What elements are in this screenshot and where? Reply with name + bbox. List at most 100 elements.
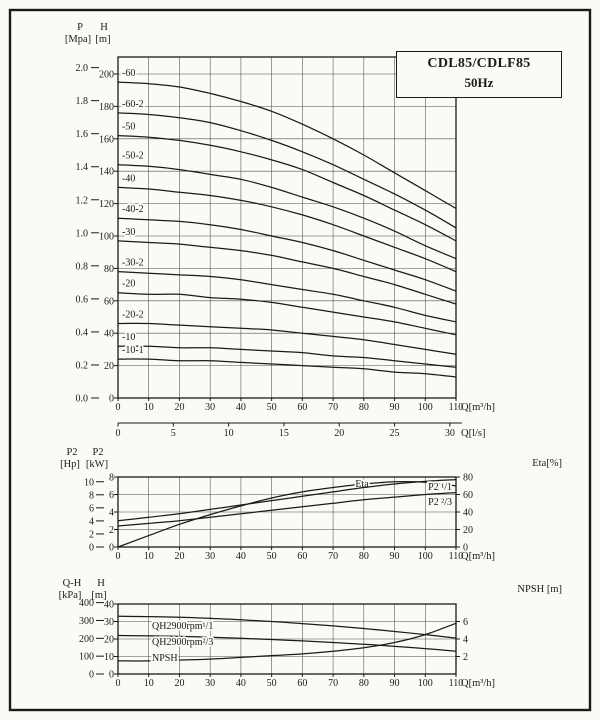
x-tick: 10 — [144, 402, 154, 413]
x-tick: 80 — [359, 551, 369, 562]
curve-label: -40 — [122, 173, 135, 184]
y-tick-secondary: 1.8 — [76, 96, 89, 107]
y-tick-secondary: 6 — [89, 503, 94, 514]
chart-npsh: 0 10 20 30 40 50 60 70 80 90 100 110Q[m³/h]01020304… — [59, 578, 562, 689]
page-frame — [8, 8, 592, 712]
series--30 — [117, 240, 457, 305]
x2-tick: 25 — [390, 428, 400, 439]
curve-label: -50-2 — [122, 151, 144, 162]
x-tick: 70 — [328, 402, 338, 413]
y-tick-right: 2 — [463, 652, 468, 663]
curve-label: -10-1 — [122, 345, 144, 356]
x-tick: 80 — [359, 402, 369, 413]
y-tick-secondary: 1.0 — [76, 228, 89, 239]
y-tick-primary: 2 — [109, 525, 114, 536]
axis-header: [kW] — [86, 459, 108, 470]
curve-label: -50 — [122, 122, 135, 133]
x-tick: 60 — [297, 551, 307, 562]
right-axis-header: Eta[%] — [532, 458, 562, 469]
axis-header: [m] — [95, 34, 110, 45]
y-tick-primary: 60 — [104, 296, 114, 307]
x-axis-label: Q[m³/h] — [461, 678, 495, 689]
axis-header: [Hp] — [60, 459, 80, 470]
series-QH2900rpm²/3 — [117, 634, 457, 652]
series--10 — [117, 345, 457, 368]
model-name: CDL85/CDLF85 — [427, 56, 531, 71]
y-tick-primary: 200 — [99, 70, 114, 81]
y-tick-secondary: 0.0 — [76, 394, 89, 405]
y-tick-secondary: 0 — [89, 543, 94, 554]
curve-label: NPSH — [152, 653, 178, 664]
y-tick-primary: 100 — [99, 232, 114, 243]
series--60 — [117, 81, 457, 210]
y-tick-right: 40 — [463, 508, 473, 519]
y-tick-primary: 0 — [109, 394, 114, 405]
y-tick-primary: 140 — [99, 167, 114, 178]
x-tick: 110 — [449, 402, 464, 413]
x-tick: 90 — [390, 678, 400, 689]
y-tick-right: 6 — [463, 617, 468, 628]
axis-header: P2 — [66, 447, 77, 458]
y-tick-secondary: 1.6 — [76, 129, 89, 140]
y-tick-secondary: 200 — [79, 634, 94, 645]
x2-tick: 0 — [116, 428, 121, 439]
curve-label: P2 ¹/1 — [428, 482, 452, 493]
x-tick: 90 — [390, 402, 400, 413]
y-tick-primary: 160 — [99, 134, 114, 145]
x-tick: 80 — [359, 678, 369, 689]
curve-label: -10 — [122, 332, 135, 343]
y-tick-primary: 0 — [109, 543, 114, 554]
x2-tick: 10 — [224, 428, 234, 439]
axis-header: P2 — [92, 447, 103, 458]
x-tick: 100 — [418, 678, 433, 689]
curve-label: -20-2 — [122, 309, 144, 320]
series--40-2 — [117, 217, 457, 292]
series-P2 ²/3 — [117, 492, 457, 527]
y-tick-secondary: 2.0 — [76, 63, 89, 74]
x-tick: 110 — [449, 678, 464, 689]
x-tick: 40 — [236, 551, 246, 562]
y-tick-right: 80 — [463, 473, 473, 484]
y-tick-primary: 8 — [109, 473, 114, 484]
axis-header: [m] — [91, 590, 106, 601]
x-axis-label: Q[m³/h] — [461, 551, 495, 562]
y-tick-right: 20 — [463, 525, 473, 536]
axis-header: H — [100, 22, 108, 33]
x-tick: 110 — [449, 551, 464, 562]
x-tick: 50 — [267, 678, 277, 689]
y-tick-primary: 4 — [109, 508, 114, 519]
curve-label: QH2900rpm²/3 — [152, 637, 213, 648]
y-tick-secondary: 0.8 — [76, 261, 89, 272]
x-tick: 0 — [116, 678, 121, 689]
right-axis-header: NPSH [m] — [517, 584, 562, 595]
y-tick-secondary: 100 — [79, 652, 94, 663]
y-tick-secondary: 2 — [89, 529, 94, 540]
x-tick: 100 — [418, 551, 433, 562]
y-tick-right: 0 — [463, 543, 468, 554]
y-tick-secondary: 4 — [89, 516, 94, 527]
axis-header: [Mpa] — [65, 34, 91, 45]
y-tick-secondary: 300 — [79, 616, 94, 627]
y-tick-primary: 10 — [104, 652, 114, 663]
curve-label: -40-2 — [122, 204, 144, 215]
series--30-2 — [117, 270, 457, 323]
x-tick: 60 — [297, 678, 307, 689]
x-tick: 90 — [390, 551, 400, 562]
y-tick-primary: 120 — [99, 199, 114, 210]
y-tick-primary: 180 — [99, 102, 114, 113]
model-title-box: CDL85/CDLF85 50Hz — [396, 51, 562, 98]
x-tick: 10 — [144, 678, 154, 689]
x2-axis-label: Q[l/s] — [461, 428, 486, 439]
x-tick: 30 — [205, 678, 215, 689]
y-tick-secondary: 10 — [84, 477, 94, 488]
chart-power: 0 10 20 30 40 50 60 70 80 90 100 110Q[m³/h]02468024… — [60, 447, 562, 562]
curve-label: -20 — [122, 279, 135, 290]
x-tick: 20 — [174, 551, 184, 562]
y-tick-secondary: 0.6 — [76, 294, 89, 305]
x-tick: 0 — [116, 551, 121, 562]
series-NPSH — [117, 622, 457, 662]
series-QH2900rpm¹/1 — [117, 615, 457, 639]
x-tick: 20 — [174, 402, 184, 413]
y-tick-right: 4 — [463, 635, 468, 646]
